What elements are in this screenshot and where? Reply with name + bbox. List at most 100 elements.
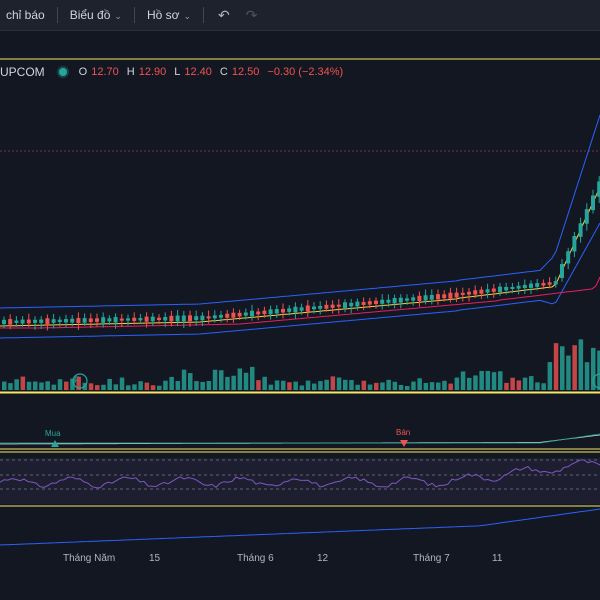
chart-menu-label: Biểu đồ — [69, 8, 111, 22]
candle-body — [460, 292, 465, 295]
candle-body — [504, 287, 509, 291]
candle-body — [584, 209, 589, 224]
candle-body — [188, 315, 192, 322]
volume-bar — [516, 380, 522, 390]
indicators-button[interactable]: chỉ báo — [0, 0, 51, 30]
volume-bar — [107, 378, 112, 390]
candle-body — [454, 292, 459, 298]
volume-bar — [206, 380, 212, 390]
market-status-icon — [58, 68, 67, 76]
undo-icon[interactable]: ↶ — [218, 6, 230, 23]
candle-body — [107, 318, 112, 322]
candle-body — [144, 316, 149, 322]
volume-bar — [126, 385, 131, 390]
sell-signal-label: Bán — [396, 428, 411, 437]
sell-signal-icon — [400, 440, 408, 447]
x-tick-label: Tháng 7 — [413, 553, 450, 564]
volume-bar — [405, 385, 410, 390]
candle-body — [51, 319, 56, 323]
volume-bar — [268, 384, 274, 390]
candle-body — [194, 316, 199, 321]
volume-bar — [572, 345, 577, 390]
candle-body — [361, 301, 366, 305]
volume-bar — [8, 383, 13, 390]
candle-body — [169, 315, 174, 322]
chevron-down-icon: ⌄ — [114, 10, 122, 21]
candle-body — [299, 307, 304, 311]
volume-bar — [212, 369, 218, 390]
volume-bar — [144, 382, 150, 390]
volume-bar — [14, 379, 19, 390]
candle-body — [219, 314, 223, 318]
buy-signal-label: Mua — [45, 429, 61, 438]
low-value: 12.40 — [184, 66, 212, 78]
candle-body — [572, 235, 577, 252]
candle-body — [26, 319, 31, 324]
candle-body — [119, 318, 124, 321]
candle-body — [318, 305, 323, 309]
volume-bar — [2, 381, 7, 390]
volume-bar — [231, 375, 236, 390]
candle-body — [553, 281, 558, 285]
candle-body — [355, 301, 360, 307]
symbol-exchange[interactable]: UPCOM — [0, 65, 45, 79]
chart-menu-button[interactable]: Biểu đồ ⌄ — [64, 0, 128, 30]
f-marker-icon — [72, 373, 88, 389]
volume-bar — [392, 381, 398, 390]
volume-bar — [367, 384, 373, 390]
close-value: 12.50 — [231, 66, 260, 78]
change-value: −0.30 (−2.34%) — [267, 66, 344, 78]
volume-bar — [57, 379, 63, 390]
candle-body — [442, 294, 447, 299]
x-tick-label: 12 — [317, 553, 329, 564]
ma-slow-line — [0, 276, 600, 329]
candle-body — [243, 312, 248, 316]
volume-bar — [324, 379, 329, 390]
candle-body — [150, 316, 155, 322]
profile-menu-label: Hồ sơ — [146, 8, 180, 22]
buy-signal-icon — [51, 440, 59, 447]
bollinger-lower-line — [0, 222, 600, 339]
rsi-band — [0, 458, 600, 504]
volume-bar — [479, 370, 484, 390]
toolbar-divider — [203, 7, 205, 23]
candle-body — [510, 286, 515, 289]
candle-body — [88, 318, 93, 323]
open-key: O — [78, 66, 88, 78]
candle-body — [281, 308, 285, 313]
f-marker-label: F — [74, 375, 80, 385]
candle-body — [206, 316, 211, 319]
candle-body — [324, 304, 329, 309]
candle-body — [268, 309, 273, 315]
candle-body — [305, 305, 310, 312]
candle-body — [467, 291, 471, 295]
candle-body — [157, 317, 161, 320]
candle-body — [429, 294, 434, 300]
candle-body — [45, 318, 50, 324]
volume-bar — [529, 376, 534, 390]
candle-body — [380, 299, 385, 304]
volume-bar — [522, 377, 528, 390]
candle-body — [392, 297, 397, 304]
candle-body — [367, 301, 372, 305]
candle-body — [231, 312, 236, 318]
volume-bar — [101, 384, 106, 390]
candle-body — [200, 315, 205, 321]
candle-body — [237, 312, 242, 317]
candle-body — [181, 315, 186, 322]
volume-bar — [504, 382, 509, 390]
volume-bar — [541, 383, 546, 390]
f-marker-icon — [592, 373, 600, 389]
volume-bar — [374, 382, 379, 390]
candle-body — [113, 316, 118, 323]
candle-body — [374, 300, 378, 304]
candle-body — [70, 318, 75, 323]
candle-body — [578, 223, 583, 237]
profile-menu-button[interactable]: Hồ sơ ⌄ — [141, 0, 197, 30]
candle-body — [20, 319, 25, 324]
candle-body — [225, 313, 230, 318]
candle-body — [336, 304, 341, 307]
redo-icon[interactable]: ↷ — [245, 6, 258, 23]
candle-body — [256, 311, 261, 315]
